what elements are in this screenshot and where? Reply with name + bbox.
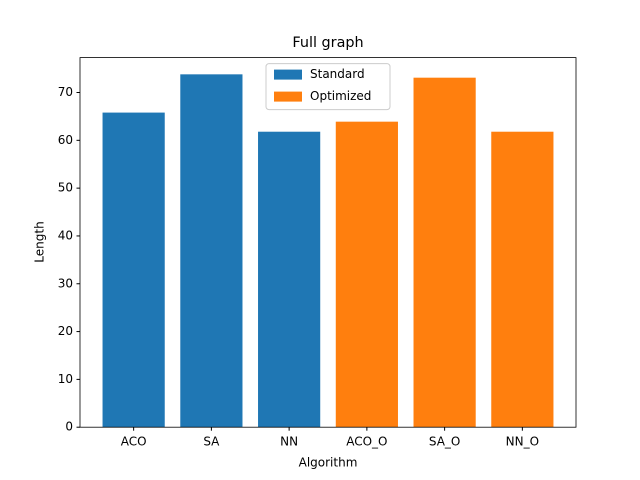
bar xyxy=(180,74,243,428)
y-tick-label: 50 xyxy=(58,181,73,195)
bar xyxy=(258,131,321,428)
y-tick-label: 70 xyxy=(58,85,73,99)
legend-label: Optimized xyxy=(310,89,371,103)
legend-label: Standard xyxy=(310,67,365,81)
x-tick-label: SA xyxy=(203,435,220,449)
bar xyxy=(335,121,398,428)
y-tick-label: 30 xyxy=(58,276,73,290)
legend-swatch xyxy=(274,91,302,102)
y-tick-label: 0 xyxy=(65,420,73,434)
y-axis-label: Length xyxy=(33,221,47,262)
axes-frame xyxy=(79,57,577,428)
chart-title: Full graph xyxy=(292,35,363,51)
y-tick-label: 20 xyxy=(58,324,73,338)
y-tick-label: 60 xyxy=(58,133,73,147)
bar xyxy=(491,131,554,428)
x-axis-label: Algorithm xyxy=(299,456,358,470)
x-tick-label: ACO xyxy=(121,435,147,449)
legend-swatch xyxy=(274,69,302,80)
bar xyxy=(413,77,476,428)
x-tick-label: NN_O xyxy=(506,435,539,449)
y-tick-label: 10 xyxy=(58,372,73,386)
y-tick-label: 40 xyxy=(58,228,73,242)
x-tick-label: NN xyxy=(280,435,298,449)
bar xyxy=(102,112,165,428)
x-tick-label: SA_O xyxy=(429,435,461,449)
x-tick-label: ACO_O xyxy=(346,435,387,449)
